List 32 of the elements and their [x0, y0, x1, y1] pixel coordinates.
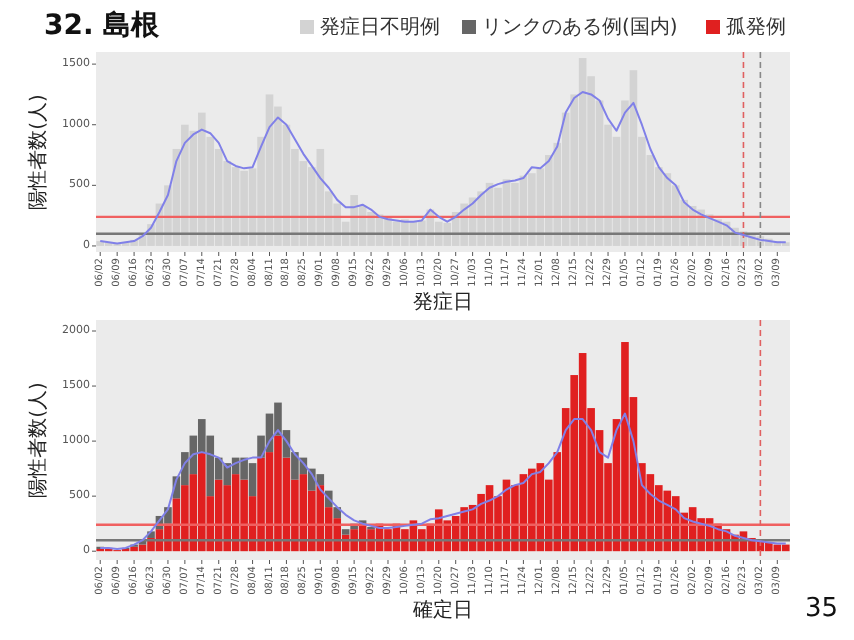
chart-title: 32. 島根: [44, 10, 162, 42]
line-series: [99, 412, 787, 550]
bar: [316, 485, 325, 552]
line-series: [99, 91, 787, 245]
bar: [384, 529, 392, 552]
bar: [316, 474, 325, 486]
bar: [130, 546, 138, 552]
bar: [197, 452, 206, 552]
bar: [663, 173, 672, 246]
bar: [781, 544, 790, 552]
x-axis-title: 確定日: [411, 598, 473, 622]
text: 35: [804, 594, 838, 624]
legend-label: 孤発例: [726, 15, 786, 39]
legend-label: 発症日不明例: [320, 15, 440, 39]
bar: [341, 529, 350, 535]
bar: [257, 457, 265, 552]
bar: [663, 490, 672, 552]
bar: [316, 148, 325, 246]
bar: [621, 342, 629, 552]
bar: [240, 479, 248, 552]
y-axis-title: 陽性者数(人): [26, 382, 50, 498]
bar: [528, 468, 536, 552]
y-axis-title: 陽性者数(人): [26, 94, 50, 210]
bar: [248, 463, 257, 497]
legend-label: リンクのある例(国内): [482, 15, 678, 39]
bar: [350, 529, 358, 552]
bar: [274, 435, 282, 552]
bar: [214, 479, 223, 552]
bar: [773, 544, 782, 552]
bar: [197, 112, 206, 246]
x-axis-title: 発症日: [413, 290, 473, 314]
bar: [367, 529, 375, 552]
